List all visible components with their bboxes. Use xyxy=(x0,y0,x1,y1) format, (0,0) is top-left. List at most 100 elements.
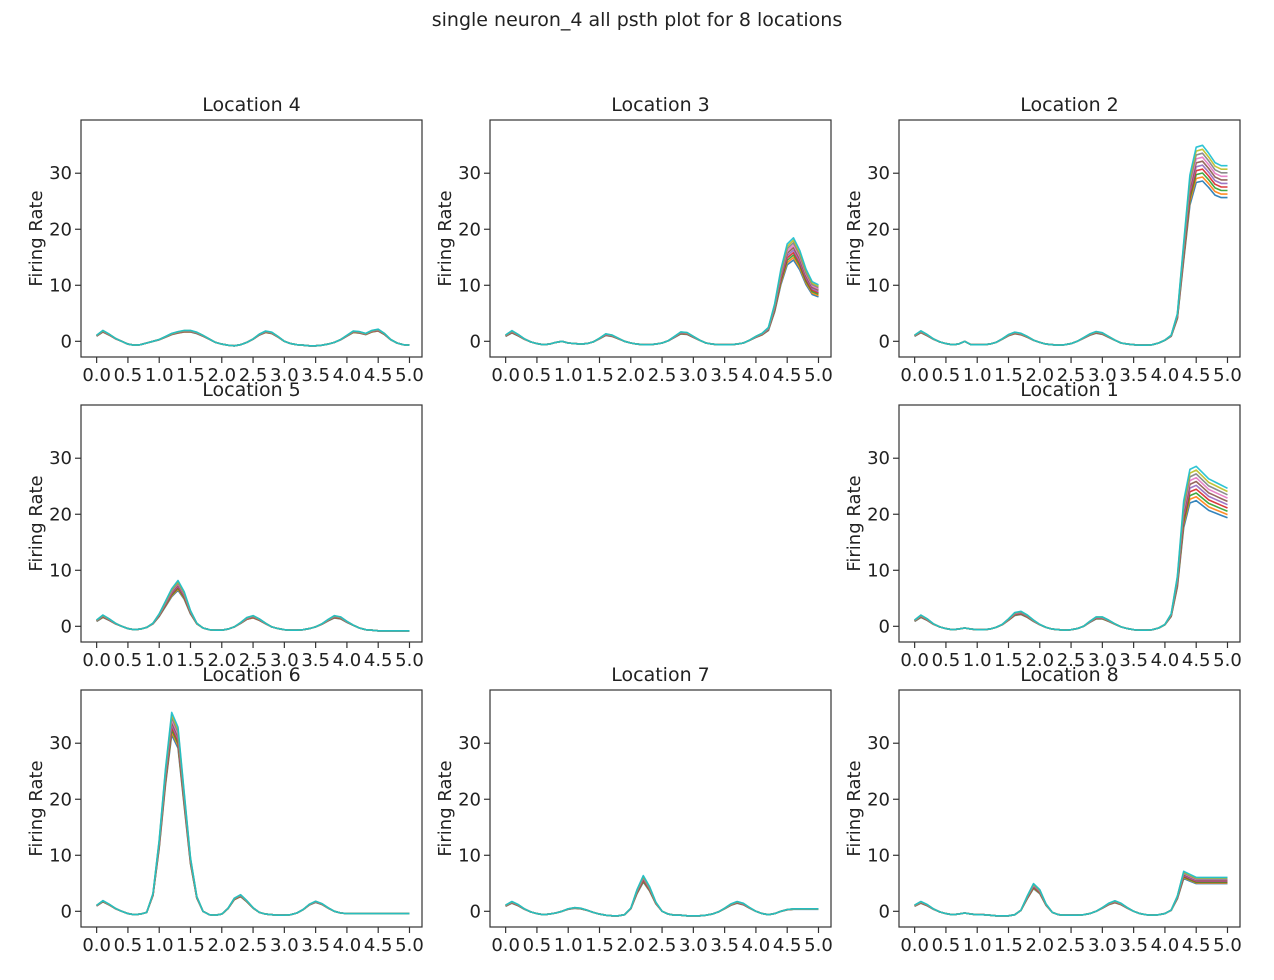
y-tick-label: 0 xyxy=(61,616,72,637)
x-tick-label: 3.0 xyxy=(1088,935,1117,956)
x-tick-label: 3.5 xyxy=(301,650,330,671)
psth-trace xyxy=(914,870,1228,917)
y-tick-label: 30 xyxy=(867,448,890,469)
y-tick-label: 0 xyxy=(61,901,72,922)
psth-trace xyxy=(96,587,410,632)
x-tick-label: 0.0 xyxy=(491,935,520,956)
psth-trace xyxy=(96,734,410,917)
x-tick-label: 5.0 xyxy=(804,935,833,956)
panel-1: Location 4 0 10 20 30 0.0 0.5 1.0 1.5 2.0 2.5 3.0 3.… xyxy=(26,94,424,386)
x-tick-label: 5.0 xyxy=(395,650,424,671)
y-tick-label: 20 xyxy=(458,219,481,240)
x-tick-label: 2.0 xyxy=(207,650,236,671)
x-tick-label: 0.5 xyxy=(932,650,961,671)
x-tick-label: 3.0 xyxy=(679,935,708,956)
psth-trace xyxy=(914,160,1228,347)
y-axis-label: Firing Rate xyxy=(26,760,47,856)
x-tick-label: 5.0 xyxy=(1213,650,1242,671)
x-tick-label: 2.0 xyxy=(1025,935,1054,956)
x-tick-label: 0.0 xyxy=(82,650,111,671)
psth-trace xyxy=(96,729,410,917)
x-tick-label: 1.5 xyxy=(994,650,1023,671)
panel-title: Location 6 xyxy=(202,664,301,686)
psth-trace xyxy=(505,251,819,346)
y-tick-label: 10 xyxy=(867,560,890,581)
x-tick-label: 0.5 xyxy=(114,935,143,956)
x-tick-label: 1.0 xyxy=(963,650,992,671)
x-tick-label: 4.5 xyxy=(1182,365,1211,386)
axes-frame xyxy=(80,689,423,928)
axes-frame xyxy=(898,689,1241,928)
x-tick-label: 0.0 xyxy=(82,365,111,386)
psth-trace xyxy=(914,168,1228,347)
x-tick-label: 1.5 xyxy=(994,365,1023,386)
y-tick-label: 20 xyxy=(867,789,890,810)
x-tick-label: 3.5 xyxy=(1119,650,1148,671)
x-tick-label: 0.0 xyxy=(900,365,929,386)
x-tick-label: 3.5 xyxy=(301,365,330,386)
y-tick-label: 10 xyxy=(49,845,72,866)
psth-trace xyxy=(96,586,410,632)
x-tick-label: 5.0 xyxy=(804,365,833,386)
y-axis-label: Firing Rate xyxy=(26,475,47,571)
x-tick-label: 0.0 xyxy=(900,650,929,671)
y-tick-label: 10 xyxy=(49,560,72,581)
axes-frame xyxy=(489,689,832,928)
psth-trace xyxy=(505,241,819,346)
x-tick-label: 2.0 xyxy=(207,935,236,956)
psth-trace xyxy=(96,726,410,917)
x-tick-label: 2.5 xyxy=(648,365,677,386)
x-tick-label: 1.0 xyxy=(554,935,583,956)
axes-frame xyxy=(80,119,423,358)
psth-trace xyxy=(505,874,819,917)
x-tick-label: 4.5 xyxy=(1182,935,1211,956)
panel-title: Location 7 xyxy=(611,664,710,686)
psth-trace xyxy=(96,711,410,917)
psth-trace xyxy=(914,465,1228,632)
x-tick-label: 4.5 xyxy=(364,650,393,671)
x-tick-label: 3.5 xyxy=(301,935,330,956)
x-tick-label: 3.0 xyxy=(270,365,299,386)
y-tick-label: 0 xyxy=(61,331,72,352)
x-tick-label: 0.5 xyxy=(114,365,143,386)
x-tick-label: 0.5 xyxy=(932,365,961,386)
x-tick-label: 4.5 xyxy=(773,365,802,386)
panel-6: Location 6 0 10 20 30 0.0 0.5 1.0 1.5 2.0 2.5 3.0 3.… xyxy=(26,664,424,956)
x-tick-label: 2.5 xyxy=(648,935,677,956)
y-tick-label: 10 xyxy=(458,275,481,296)
psth-trace xyxy=(96,579,410,632)
x-tick-label: 0.5 xyxy=(932,935,961,956)
psth-trace xyxy=(96,714,410,917)
axes-frame xyxy=(898,404,1241,643)
y-axis-label: Firing Rate xyxy=(435,190,456,286)
psth-trace xyxy=(96,328,410,347)
x-tick-label: 5.0 xyxy=(1213,935,1242,956)
y-tick-label: 10 xyxy=(867,275,890,296)
x-tick-label: 1.5 xyxy=(176,650,205,671)
axes-frame xyxy=(80,404,423,643)
x-tick-label: 4.0 xyxy=(1151,365,1180,386)
x-tick-label: 1.5 xyxy=(585,365,614,386)
x-tick-label: 2.0 xyxy=(1025,650,1054,671)
x-tick-label: 4.0 xyxy=(1151,935,1180,956)
x-tick-label: 2.5 xyxy=(239,650,268,671)
x-tick-label: 0.5 xyxy=(114,650,143,671)
x-tick-label: 3.5 xyxy=(1119,935,1148,956)
y-tick-label: 0 xyxy=(879,616,890,637)
x-tick-label: 4.0 xyxy=(333,650,362,671)
x-tick-label: 4.0 xyxy=(742,935,771,956)
psth-trace xyxy=(96,584,410,632)
x-tick-label: 1.0 xyxy=(145,935,174,956)
panel-7: Location 7 0 10 20 30 0.0 0.5 1.0 1.5 2.0 2.5 3.0 3.… xyxy=(435,664,833,956)
panel-title: Location 3 xyxy=(611,94,710,116)
x-tick-label: 0.0 xyxy=(491,365,520,386)
y-tick-label: 20 xyxy=(49,504,72,525)
y-tick-label: 30 xyxy=(458,733,481,754)
y-tick-label: 20 xyxy=(49,789,72,810)
x-tick-label: 2.0 xyxy=(1025,365,1054,386)
y-tick-label: 0 xyxy=(470,901,481,922)
psth-trace xyxy=(505,256,819,346)
x-tick-label: 0.5 xyxy=(523,365,552,386)
panel-title: Location 4 xyxy=(202,94,301,116)
x-tick-label: 2.5 xyxy=(1057,650,1086,671)
